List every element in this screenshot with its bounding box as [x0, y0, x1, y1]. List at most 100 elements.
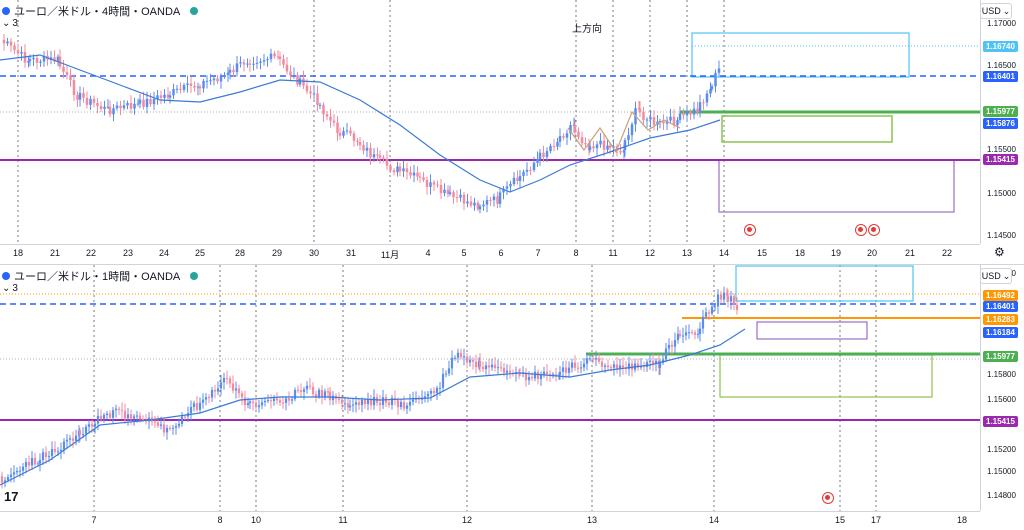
top-candle-body	[166, 94, 170, 98]
bottom-candle-body	[41, 452, 45, 461]
bottom-y-tick: 1.14800	[987, 491, 1016, 500]
bottom-candle-body	[390, 397, 394, 405]
bottom-x-tick: 10	[250, 515, 262, 525]
bottom-candle-body	[346, 403, 350, 408]
top-candle-body	[439, 184, 443, 194]
bottom-candle-body	[369, 399, 373, 406]
top-time-axis[interactable]: 18 21 22 23 24 25 28 29 30 31 11月 4 5 6 7 8 11 12 13 14 15 18…	[0, 244, 980, 262]
top-candle-body	[39, 61, 42, 63]
top-chart-canvas[interactable]	[0, 0, 980, 244]
top-candle-body	[642, 112, 645, 121]
bottom-candle-body	[651, 360, 655, 364]
tradingview-logo[interactable]: 17	[4, 489, 19, 504]
top-candle-body	[138, 99, 142, 104]
bottom-candle-body	[490, 364, 494, 368]
bottom-candle-body	[693, 332, 697, 335]
bottom-candle-body	[687, 332, 691, 334]
us-event-flag-icon[interactable]	[868, 224, 880, 236]
bottom-candle-body	[228, 378, 232, 384]
bottom-chart-pane[interactable]: ユーロ／米ドル・1時間・OANDA ⌄ 3 17 USD ⌄ 1.170001.…	[0, 264, 1024, 530]
bottom-chart-canvas[interactable]	[0, 265, 980, 511]
bottom-candle-body	[240, 393, 244, 398]
bottom-candle-body	[533, 371, 537, 379]
bottom-candle-body	[621, 365, 625, 368]
bottom-candle-body	[180, 416, 184, 424]
bottom-candle-body	[59, 449, 63, 452]
bottom-candle-body	[591, 358, 595, 360]
bottom-candle-body	[357, 402, 361, 405]
bottom-candle-body	[639, 365, 643, 368]
top-candle-body	[396, 166, 399, 173]
bottom-indicator-toggle[interactable]: ⌄ 3	[2, 283, 18, 294]
bottom-candle-body	[0, 476, 4, 483]
bottom-candle-body	[192, 403, 196, 407]
bottom-price-tag: 1.15977	[983, 351, 1018, 362]
top-x-tick: 11月	[380, 250, 400, 260]
bottom-price-tag: 1.16184	[983, 327, 1018, 338]
bottom-time-axis[interactable]: 7 8 10 11 12 13 14 15 17 18	[0, 511, 980, 529]
top-x-tick: 14	[718, 248, 730, 258]
top-candle-body	[556, 141, 559, 147]
top-indicator-toggle[interactable]: ⌄ 3	[2, 18, 18, 29]
bottom-candle-body	[536, 371, 540, 380]
bottom-candle-body	[99, 415, 103, 419]
bottom-indicator-count: 3	[12, 283, 18, 294]
top-candle-body	[248, 63, 252, 65]
bottom-candle-body	[84, 426, 88, 434]
bottom-price-axis[interactable]: USD ⌄ 1.170001.158001.156001.152001.1500…	[980, 265, 1024, 511]
top-candle-body	[209, 80, 212, 82]
gear-icon[interactable]: ⚙	[994, 245, 1005, 259]
top-y-tick: 1.14500	[987, 231, 1016, 240]
bottom-candle-body	[9, 474, 13, 478]
bottom-candle-body	[135, 415, 139, 417]
top-candle-body	[198, 86, 202, 89]
bottom-candle-body	[450, 357, 454, 369]
bottom-candle-body	[508, 370, 512, 373]
bottom-chart-title-bar[interactable]: ユーロ／米ドル・1時間・OANDA	[2, 268, 199, 284]
chevron-down-icon: ⌄	[2, 18, 11, 29]
top-candle-body	[262, 60, 266, 62]
us-event-flag-icon[interactable]	[822, 492, 834, 504]
top-candle-body	[189, 83, 193, 86]
top-candle-body	[532, 162, 536, 171]
bottom-y-tick: 1.15200	[987, 445, 1016, 454]
us-event-flag-icon[interactable]	[855, 224, 867, 236]
bottom-candle-body	[360, 399, 364, 405]
top-candle-body	[182, 85, 186, 90]
top-candle-body	[466, 201, 469, 204]
top-candle-body	[269, 53, 273, 60]
top-candle-body	[186, 83, 189, 86]
top-candle-body	[219, 76, 223, 82]
top-x-tick: 7	[535, 248, 541, 258]
bottom-candle-body	[487, 365, 491, 368]
top-candle-body	[149, 98, 152, 105]
top-chart-title-bar[interactable]: ユーロ／米ドル・4時間・OANDA	[2, 3, 199, 19]
bottom-candle-body	[62, 441, 66, 450]
bottom-candle-body	[435, 387, 439, 394]
top-candle-body	[577, 131, 580, 138]
top-price-axis[interactable]: USD ⌄ 1.17000 1.16500 1.15500 1.15000 1.1450…	[980, 0, 1024, 244]
bottom-candle-body	[3, 480, 7, 483]
bottom-candle-body	[123, 410, 127, 419]
top-candle-body	[649, 117, 652, 120]
bottom-x-tick: 17	[870, 515, 882, 525]
top-candle-body	[698, 102, 702, 113]
bottom-candle-body	[548, 374, 552, 376]
us-event-flag-icon[interactable]	[744, 224, 756, 236]
top-currency-button[interactable]: USD ⌄	[980, 3, 1012, 19]
top-candle-body	[372, 154, 376, 158]
bottom-candle-body	[24, 462, 28, 467]
top-chart-pane[interactable]: ユーロ／米ドル・4時間・OANDA ⌄ 3 上方向 USD ⌄ 1.17000 1…	[0, 0, 1024, 262]
top-candle-body	[398, 166, 402, 172]
top-chart-title: ユーロ／米ドル・4時間・OANDA	[14, 6, 181, 18]
bottom-candle-body	[78, 430, 82, 435]
bottom-currency-button[interactable]: USD ⌄	[980, 268, 1012, 284]
top-candle-body	[156, 95, 159, 99]
bottom-candle-body	[405, 405, 409, 409]
top-candle-body	[2, 39, 6, 44]
top-candle-body	[627, 135, 630, 141]
top-candle-body	[702, 102, 705, 104]
top-candle-body	[99, 106, 103, 109]
top-x-tick: 15	[756, 248, 768, 258]
bottom-candle-body	[354, 402, 358, 405]
